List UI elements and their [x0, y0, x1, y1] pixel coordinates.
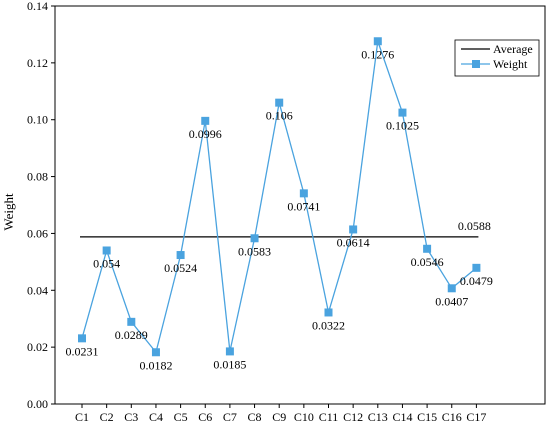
- x-tick-label: C7: [223, 410, 237, 424]
- data-label: 0.0182: [139, 358, 172, 372]
- y-tick-label: 0.12: [27, 56, 48, 70]
- weight-marker: [324, 308, 333, 317]
- x-tick-label: C11: [319, 410, 339, 424]
- data-labels: 0.0231 0.054 0.0289 0.0182 0.0524 0.0996 0.018…: [66, 47, 493, 372]
- x-tick-label: C16: [442, 410, 462, 424]
- weight-marker: [275, 98, 284, 107]
- x-axis: C1 C2 C3 C4 C5 C6 C7 C8 C9 C10 C11 C12 C13 C14 C15 C16 C…: [75, 404, 486, 424]
- data-label: 0.0741: [287, 199, 320, 213]
- weight-marker: [447, 284, 456, 293]
- legend-weight-marker: [472, 60, 480, 68]
- x-tick-label: C1: [75, 410, 89, 424]
- average-value-label: 0.0588: [458, 219, 491, 233]
- x-tick-label: C14: [392, 410, 412, 424]
- x-tick-label: C6: [198, 410, 212, 424]
- y-tick-label: 0.04: [27, 283, 48, 297]
- data-label: 0.0479: [460, 274, 493, 288]
- x-tick-label: C15: [417, 410, 437, 424]
- x-tick-label: C10: [294, 410, 314, 424]
- y-tick-label: 0.14: [27, 0, 48, 13]
- data-label: 0.0185: [213, 357, 246, 371]
- weight-marker: [299, 189, 308, 198]
- x-tick-label: C12: [343, 410, 363, 424]
- plot-area: [54, 5, 546, 405]
- weight-marker: [78, 334, 86, 343]
- data-label: 0.0996: [189, 127, 222, 141]
- weight-marker: [225, 347, 234, 356]
- x-tick-label: C8: [248, 410, 262, 424]
- data-label: 0.0322: [312, 318, 345, 332]
- legend-weight-label: Weight: [493, 57, 528, 71]
- weight-markers: [78, 37, 481, 357]
- y-tick-label: 0.00: [27, 397, 48, 411]
- data-label: 0.054: [93, 256, 120, 270]
- x-tick-label: C2: [100, 410, 114, 424]
- data-label: 0.0289: [115, 328, 148, 342]
- weight-marker: [127, 317, 136, 326]
- weight-marker: [398, 108, 407, 117]
- data-label: 0.0524: [164, 261, 197, 275]
- y-axis-title: Weight: [1, 193, 16, 231]
- x-tick-label: C13: [368, 410, 388, 424]
- weight-marker: [151, 348, 160, 357]
- y-tick-label: 0.08: [27, 170, 48, 184]
- data-label: 0.1276: [361, 47, 394, 61]
- legend: Average Weight: [454, 39, 540, 77]
- legend-average-label: Average: [493, 42, 533, 56]
- data-label: 0.0614: [337, 235, 370, 249]
- data-label: 0.106: [266, 109, 293, 123]
- y-tick-label: 0.10: [27, 113, 48, 127]
- weight-marker: [176, 251, 185, 260]
- data-label: 0.0546: [411, 255, 444, 269]
- weight-marker: [472, 263, 481, 272]
- legend-box: [454, 39, 540, 77]
- weight-marker: [102, 246, 111, 255]
- weight-marker: [373, 37, 382, 46]
- weight-marker: [423, 244, 432, 253]
- data-label: 0.1025: [386, 119, 419, 133]
- x-tick-label: C3: [124, 410, 138, 424]
- x-tick-label: C9: [272, 410, 286, 424]
- y-axis: 0.00 0.02 0.04 0.06 0.08 0.10 0.12 0.14: [27, 0, 55, 411]
- x-tick-label: C5: [174, 410, 188, 424]
- x-tick-label: C17: [466, 410, 486, 424]
- y-tick-label: 0.06: [27, 226, 48, 240]
- x-tick-label: C4: [149, 410, 163, 424]
- weight-series-line: [81, 41, 477, 354]
- y-tick-label: 0.02: [27, 340, 48, 354]
- weight-marker: [201, 116, 210, 125]
- weight-marker: [349, 225, 358, 234]
- data-label: 0.0407: [435, 294, 468, 308]
- data-label: 0.0231: [66, 344, 99, 358]
- weight-marker: [250, 234, 259, 243]
- data-label: 0.0583: [238, 244, 271, 258]
